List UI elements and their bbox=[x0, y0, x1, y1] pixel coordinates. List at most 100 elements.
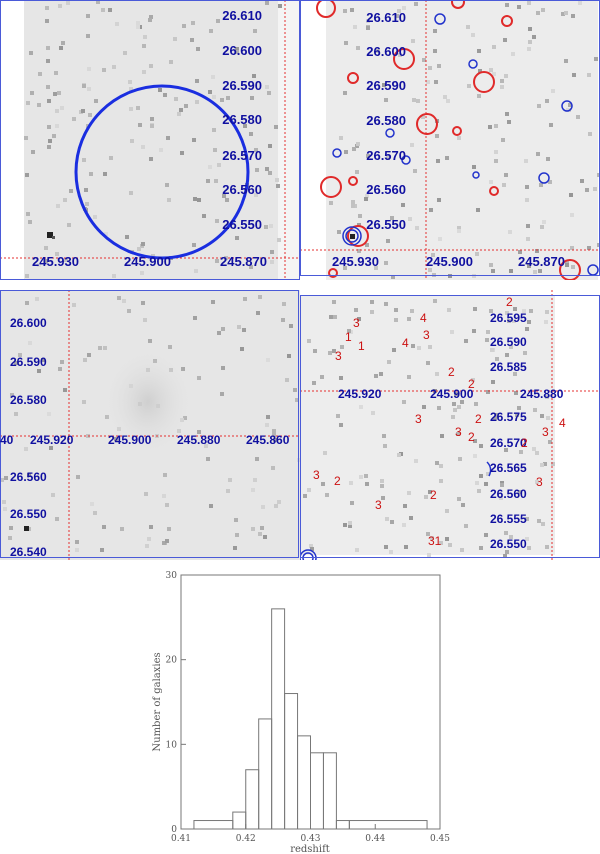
pixel-speckle bbox=[122, 299, 126, 303]
pixel-speckle bbox=[397, 9, 401, 13]
pixel-speckle bbox=[438, 237, 442, 241]
pixel-speckle bbox=[402, 6, 406, 10]
pixel-speckle bbox=[525, 537, 529, 541]
pixel-speckle bbox=[270, 250, 274, 254]
pixel-speckle bbox=[343, 9, 347, 13]
ra-label: 245.900 bbox=[124, 254, 171, 269]
pixel-speckle bbox=[252, 74, 256, 78]
pixel-speckle bbox=[394, 318, 398, 322]
pixel-speckle bbox=[225, 198, 229, 202]
pixel-speckle bbox=[56, 204, 60, 208]
pixel-speckle bbox=[129, 191, 133, 195]
pixel-speckle bbox=[395, 14, 399, 18]
pixel-speckle bbox=[512, 319, 516, 323]
pixel-speckle bbox=[356, 142, 360, 146]
pixel-speckle bbox=[527, 1, 531, 5]
pixel-speckle bbox=[204, 444, 208, 448]
y-tick-label: 30 bbox=[166, 571, 178, 581]
pixel-speckle bbox=[52, 134, 56, 138]
galaxy-number: 3 bbox=[455, 425, 462, 439]
pixel-speckle bbox=[265, 423, 269, 427]
galaxy-number: 3 bbox=[423, 328, 430, 342]
pixel-speckle bbox=[158, 88, 162, 92]
pixel-speckle bbox=[370, 310, 374, 314]
dec-label: 26.560 bbox=[490, 487, 527, 501]
pixel-speckle bbox=[509, 269, 513, 273]
pixel-speckle bbox=[37, 103, 41, 107]
pixel-speckle bbox=[551, 89, 555, 93]
dec-label: 26.610 bbox=[366, 10, 406, 25]
pixel-speckle bbox=[540, 225, 544, 229]
pixel-speckle bbox=[343, 523, 347, 527]
pixel-speckle bbox=[140, 271, 144, 275]
pixel-speckle bbox=[274, 125, 278, 129]
pixel-speckle bbox=[439, 479, 443, 483]
pixel-speckle bbox=[594, 57, 598, 61]
histogram-bar bbox=[284, 693, 299, 830]
pixel-speckle bbox=[271, 466, 275, 470]
pixel-speckle bbox=[333, 315, 337, 319]
pixel-speckle bbox=[448, 543, 452, 547]
pixel-speckle bbox=[46, 46, 50, 50]
pixel-speckle bbox=[527, 320, 531, 324]
pixel-speckle bbox=[505, 311, 509, 315]
pixel-speckle bbox=[325, 493, 329, 497]
pixel-speckle bbox=[3, 507, 7, 511]
dec-label: 26.550 bbox=[10, 507, 47, 521]
pixel-speckle bbox=[505, 353, 509, 357]
pixel-speckle bbox=[435, 461, 439, 465]
pixel-speckle bbox=[258, 295, 262, 299]
dec-label: 26.570 bbox=[222, 148, 262, 163]
pixel-speckle bbox=[447, 308, 451, 312]
pixel-speckle bbox=[4, 476, 8, 480]
pixel-speckle bbox=[505, 550, 509, 554]
pixel-speckle bbox=[407, 317, 411, 321]
pixel-speckle bbox=[82, 158, 86, 162]
pixel-speckle bbox=[28, 220, 32, 224]
pixel-speckle bbox=[426, 532, 430, 536]
pixel-speckle bbox=[433, 29, 437, 33]
pixel-speckle bbox=[474, 402, 478, 406]
pixel-speckle bbox=[404, 545, 408, 549]
galaxy-number: 3 bbox=[542, 425, 549, 439]
pixel-speckle bbox=[243, 124, 247, 128]
pixel-speckle bbox=[37, 263, 41, 267]
pixel-speckle bbox=[103, 346, 107, 350]
pixel-speckle bbox=[538, 269, 542, 273]
pixel-speckle bbox=[55, 517, 59, 521]
pixel-speckle bbox=[428, 345, 432, 349]
pixel-speckle bbox=[446, 99, 450, 103]
pixel-speckle bbox=[150, 124, 154, 128]
galaxy-number: 4 bbox=[559, 416, 566, 430]
dec-label: 26.560 bbox=[222, 182, 262, 197]
pixel-speckle bbox=[380, 484, 384, 488]
pixel-speckle bbox=[196, 47, 200, 51]
pixel-speckle bbox=[208, 165, 212, 169]
pixel-speckle bbox=[527, 47, 531, 51]
pixel-speckle bbox=[389, 550, 393, 554]
pixel-speckle bbox=[526, 224, 530, 228]
pixel-speckle bbox=[66, 1, 70, 5]
pixel-speckle bbox=[477, 94, 481, 98]
pixel-speckle bbox=[45, 19, 49, 23]
pixel-speckle bbox=[370, 300, 374, 304]
field-panel-top-left: 26.610 26.600 26.590 26.580 26.570 26.56… bbox=[0, 0, 300, 280]
pixel-speckle bbox=[475, 481, 479, 485]
pixel-speckle bbox=[339, 136, 343, 140]
pixel-speckle bbox=[281, 318, 285, 322]
pixel-speckle bbox=[413, 169, 417, 173]
pixel-speckle bbox=[46, 59, 50, 63]
pixel-speckle bbox=[424, 495, 428, 499]
pixel-speckle bbox=[503, 38, 507, 42]
pixel-speckle bbox=[192, 138, 196, 142]
pixel-speckle bbox=[428, 268, 432, 272]
pixel-speckle bbox=[517, 5, 521, 9]
dec-label: 26.590 bbox=[10, 355, 47, 369]
pixel-speckle bbox=[167, 198, 171, 202]
histogram-bar bbox=[271, 608, 286, 830]
pixel-speckle bbox=[250, 96, 254, 100]
pixel-speckle bbox=[428, 490, 432, 494]
pixel-speckle bbox=[197, 198, 201, 202]
pixel-speckle bbox=[115, 22, 119, 26]
pixel-speckle bbox=[149, 525, 153, 529]
